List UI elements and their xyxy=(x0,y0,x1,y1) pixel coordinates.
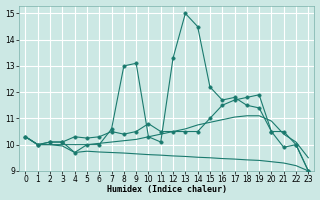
X-axis label: Humidex (Indice chaleur): Humidex (Indice chaleur) xyxy=(107,185,227,194)
